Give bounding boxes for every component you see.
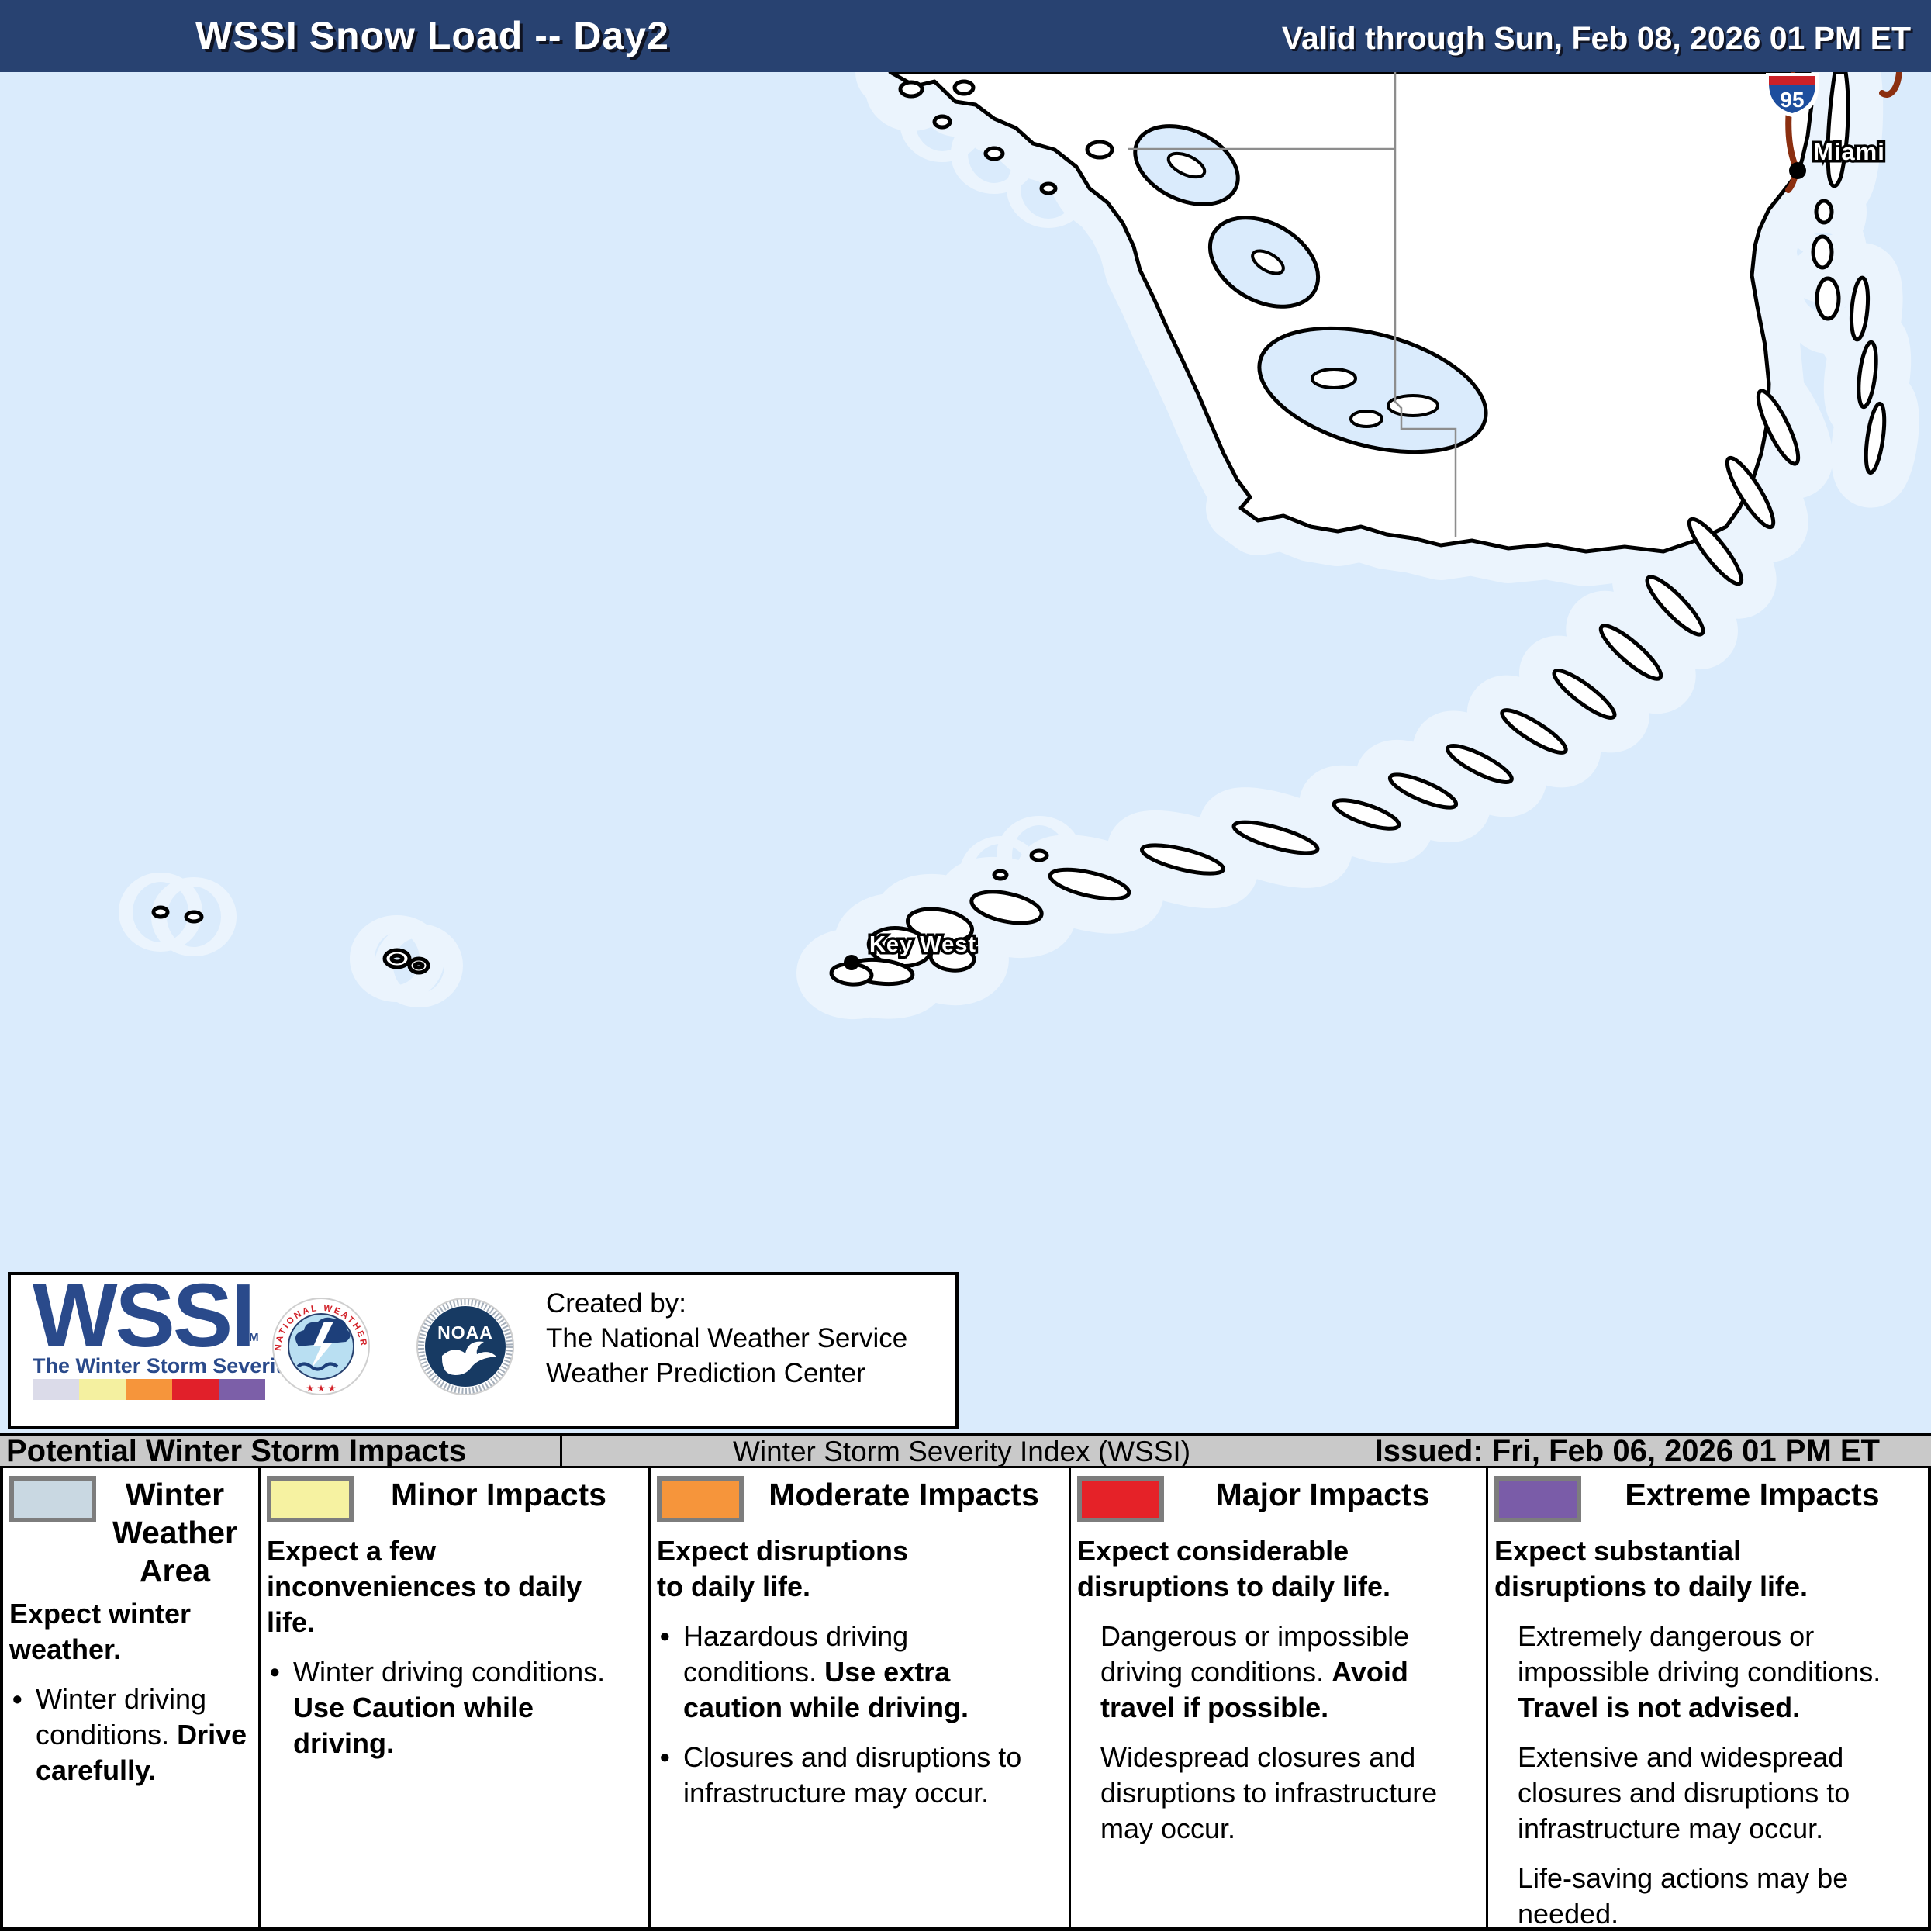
legend-title-major: Major Impacts xyxy=(1215,1477,1430,1512)
legend-item: Extremely dangerous or impossible drivin… xyxy=(1518,1620,1881,1723)
bullet-icon: • xyxy=(660,1741,670,1773)
legend-item: • Winter driving conditions. Drive caref… xyxy=(12,1683,247,1786)
issued-timestamp: Issued: Fri, Feb 06, 2026 01 PM ET xyxy=(1374,1434,1880,1468)
legend-lead: Expect a few inconveniences to daily lif… xyxy=(267,1535,582,1638)
legend-title-moderate: Moderate Impacts xyxy=(769,1477,1039,1512)
header-bar: WSSI Snow Load -- Day2 Valid through Sun… xyxy=(0,0,1931,72)
impacts-title-bar: Potential Winter Storm Impacts Winter St… xyxy=(0,1433,1931,1468)
legend-item: • Winter driving conditions. Use Caution… xyxy=(270,1656,606,1759)
legend-col-minor-impacts: Minor Impacts Expect a few inconvenience… xyxy=(261,1468,651,1927)
legend-lead: Expect disruptions to daily life. xyxy=(657,1535,909,1602)
road-segment-ne xyxy=(1879,72,1902,98)
colorbar-cell-winter xyxy=(33,1379,79,1400)
agency-logos: NATIONAL WEATHER SERVICE ★ ★ ★ NOAA xyxy=(259,1278,514,1395)
legend-title-minor: Minor Impacts xyxy=(391,1477,606,1512)
bullet-icon: • xyxy=(12,1683,22,1715)
svg-text:NOAA: NOAA xyxy=(437,1322,493,1343)
minor-impacts-swatch xyxy=(267,1476,354,1522)
legend-title-extreme: Extreme Impacts xyxy=(1625,1477,1880,1512)
wssi-logo-text: WSSI xyxy=(33,1265,255,1366)
miami-city-dot xyxy=(1789,162,1806,179)
legend-col-winter-weather-area: Winter Weather Area Expect winter weathe… xyxy=(3,1468,261,1927)
page-title: WSSI Snow Load -- Day2 xyxy=(195,14,669,57)
key-west-city-dot xyxy=(844,955,859,970)
legend-item: • Hazardous driving conditions. Use extr… xyxy=(660,1620,969,1723)
legend-item: Life-saving actions may be needed. xyxy=(1518,1862,1849,1930)
wssi-index-subtitle: Winter Storm Severity Index (WSSI) xyxy=(732,1436,1191,1467)
bullet-icon: • xyxy=(270,1656,280,1688)
legend-item: • Closures and disruptions to infrastruc… xyxy=(660,1741,1022,1809)
impacts-title: Potential Winter Storm Impacts xyxy=(6,1434,467,1468)
created-by-line1: Created by: xyxy=(546,1288,686,1319)
map-label-miami: Miami xyxy=(1813,138,1885,165)
major-impacts-swatch xyxy=(1077,1476,1164,1522)
legend-col-moderate-impacts: Moderate Impacts Expect disruptions to d… xyxy=(651,1468,1071,1927)
legend-col-major-impacts: Major Impacts Expect considerable disrup… xyxy=(1071,1468,1488,1927)
title-bar-divider xyxy=(560,1436,562,1466)
impact-legend: Winter Weather Area Expect winter weathe… xyxy=(0,1468,1931,1931)
legend-lead: Expect winter weather. xyxy=(9,1598,192,1665)
shield-95-label: 95 xyxy=(1780,88,1804,112)
colorbar-cell-major xyxy=(172,1379,219,1400)
south-florida-map: 95 Miami Key West xyxy=(0,72,1931,1433)
bullet-icon: • xyxy=(660,1620,670,1652)
wssi-logo-box: WSSI TM The Winter Storm Severity Index … xyxy=(8,1265,959,1429)
nws-logo-icon: NATIONAL WEATHER SERVICE ★ ★ ★ xyxy=(259,1278,370,1395)
wssi-trademark: TM xyxy=(242,1331,259,1344)
legend-lead: Expect substantial disruptions to daily … xyxy=(1494,1535,1808,1602)
svg-text:★ ★ ★: ★ ★ ★ xyxy=(306,1383,337,1394)
legend-col-extreme-impacts: Extreme Impacts Expect substantial disru… xyxy=(1488,1468,1928,1930)
inland-bays xyxy=(389,124,1488,970)
county-boundaries xyxy=(1128,72,1457,537)
created-by-block: Created by: The National Weather Service… xyxy=(546,1286,907,1391)
moderate-impacts-swatch xyxy=(657,1476,744,1522)
created-by-line3: Weather Prediction Center xyxy=(546,1358,865,1388)
noaa-logo-icon: NOAA xyxy=(416,1298,514,1395)
winter-weather-swatch xyxy=(9,1476,96,1522)
map-canvas[interactable]: 95 Miami Key West xyxy=(0,72,1931,1433)
legend-lead: Expect considerable disruptions to daily… xyxy=(1077,1535,1391,1602)
interstate-95-shield: 95 xyxy=(1766,73,1819,117)
legend-title-winter-weather: Winter Weather Area xyxy=(112,1477,238,1588)
legend-item: Widespread closures and disruptions to i… xyxy=(1100,1741,1438,1844)
wssi-severity-colorbar xyxy=(33,1379,265,1400)
colorbar-cell-moderate xyxy=(126,1379,172,1400)
legend-item: Extensive and widespread closures and di… xyxy=(1518,1741,1850,1844)
colorbar-cell-minor xyxy=(79,1379,126,1400)
legend-item: Dangerous or impossible driving conditio… xyxy=(1100,1620,1410,1723)
valid-through-text: Valid through Sun, Feb 08, 2026 01 PM ET xyxy=(1281,20,1911,56)
colorbar-cell-extreme xyxy=(219,1379,265,1400)
map-label-key-west: Key West xyxy=(869,932,976,957)
created-by-line2: The National Weather Service xyxy=(546,1323,908,1353)
extreme-impacts-swatch xyxy=(1494,1476,1581,1522)
